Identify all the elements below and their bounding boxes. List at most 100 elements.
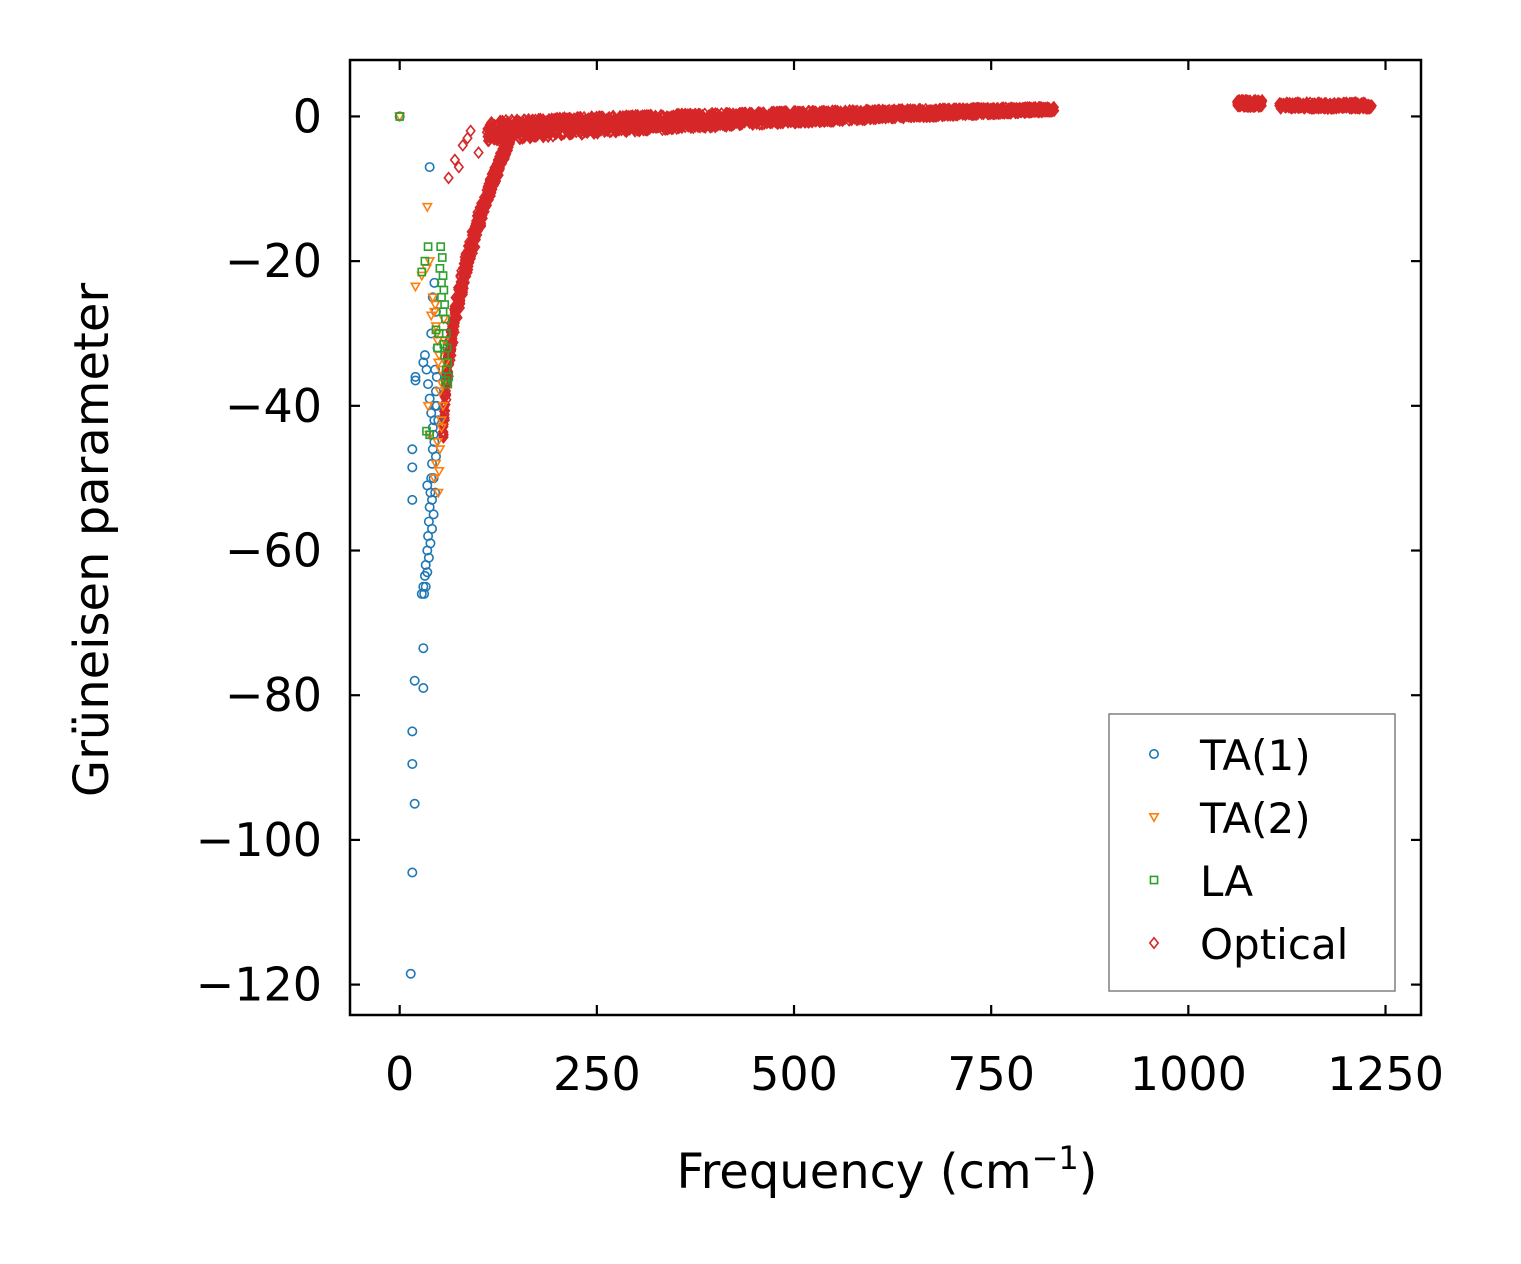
data-point-optical [979, 105, 991, 119]
data-point-optical [756, 117, 768, 131]
data-point-optical [613, 123, 625, 137]
data-point-ta1 [409, 798, 420, 809]
data-point-optical [555, 117, 566, 131]
data-point-optical [465, 239, 476, 253]
data-point-ta1 [409, 675, 420, 686]
data-point-la [441, 365, 451, 375]
data-point-optical [1039, 102, 1051, 116]
data-point-optical [812, 108, 824, 122]
data-point-optical [462, 131, 473, 145]
y-axis-label: Grüneisen parameter [64, 283, 120, 798]
x-tick-label: 250 [553, 1047, 641, 1101]
data-point-ta1 [430, 364, 441, 375]
y-tick-label: −100 [196, 813, 322, 867]
data-point-optical [643, 113, 654, 127]
data-point-optical [728, 116, 739, 130]
data-point-ta2 [424, 257, 436, 267]
data-point-optical [721, 116, 732, 130]
data-point-optical [976, 103, 987, 117]
data-point-optical [661, 120, 673, 134]
data-point-optical [692, 120, 704, 134]
data-point-optical [997, 105, 1008, 119]
data-point-ta2 [425, 311, 437, 322]
data-point-optical [1026, 105, 1037, 119]
legend-label-la: LA [1200, 857, 1253, 906]
data-point-optical [455, 280, 467, 294]
data-point-ta1 [407, 726, 418, 737]
x-tick-label: 750 [947, 1047, 1035, 1101]
data-point-ta1 [426, 408, 437, 419]
data-point-optical [963, 103, 975, 117]
data-point-optical [865, 112, 876, 126]
data-point-optical [438, 428, 449, 443]
data-point-ta1 [431, 371, 442, 382]
data-point-optical [454, 288, 465, 302]
data-point-optical [458, 271, 470, 285]
data-point-la [417, 267, 427, 277]
data-point-ta1 [419, 588, 430, 599]
data-point-optical [739, 109, 751, 123]
data-point-optical [533, 115, 544, 129]
data-point-optical [1306, 101, 1317, 115]
data-point-optical [838, 109, 850, 123]
data-point-ta1 [429, 436, 440, 447]
legend-marker-optical [1148, 936, 1160, 950]
data-point-optical [732, 114, 744, 128]
data-point-optical [763, 108, 775, 122]
data-point-optical [798, 107, 810, 121]
data-point-optical [870, 109, 881, 123]
data-point-optical [549, 123, 561, 137]
x-tick-label: 1000 [1130, 1047, 1247, 1101]
data-point-optical [689, 110, 701, 124]
data-point-optical [516, 121, 527, 135]
data-point-optical [485, 181, 496, 195]
x-axis-label-close: ) [1079, 1144, 1098, 1200]
series-la [395, 112, 453, 440]
data-point-optical [456, 267, 468, 281]
data-point-optical [443, 171, 454, 185]
data-point-ta1 [418, 643, 429, 654]
x-axis-label-main: Frequency (cm [676, 1144, 1031, 1200]
data-point-optical [639, 117, 651, 131]
data-point-ta1 [407, 444, 418, 455]
data-point-optical [565, 127, 576, 141]
data-point-optical [1352, 101, 1364, 115]
data-point-optical [1316, 101, 1327, 115]
data-point-optical [468, 231, 480, 245]
data-point-optical [906, 110, 917, 124]
data-point-optical [831, 105, 843, 119]
data-point-optical [648, 120, 659, 134]
data-point-optical [511, 114, 523, 128]
data-point-optical [824, 107, 835, 121]
data-point-optical [972, 107, 984, 121]
data-point-ta2 [429, 300, 441, 311]
data-point-ta1 [423, 552, 434, 563]
data-point-optical [950, 102, 962, 116]
data-point-ta2 [430, 459, 442, 470]
data-point-optical [1274, 96, 1285, 111]
data-point-ta1 [430, 386, 441, 397]
data-point-optical [449, 299, 461, 313]
data-point-optical [572, 117, 584, 131]
data-point-ta1 [420, 581, 431, 592]
data-point-ta1 [427, 523, 438, 534]
data-point-optical [1042, 101, 1054, 115]
data-point-optical [682, 115, 694, 129]
data-point-optical [583, 123, 594, 137]
data-point-ta1 [407, 758, 418, 769]
data-point-optical [715, 110, 727, 124]
legend-marker-ta2 [1148, 813, 1160, 823]
data-point-optical [707, 117, 718, 131]
data-point-optical [1245, 95, 1256, 109]
data-point-optical [1294, 99, 1305, 113]
data-point-optical [1035, 103, 1047, 117]
data-point-optical [453, 282, 464, 297]
data-point-la [441, 376, 450, 385]
data-point-optical [861, 110, 873, 124]
data-point-optical [851, 107, 863, 121]
data-point-ta1 [407, 494, 418, 505]
data-point-ta2 [409, 282, 422, 293]
data-point-optical [790, 115, 802, 129]
data-point-optical [583, 118, 595, 132]
